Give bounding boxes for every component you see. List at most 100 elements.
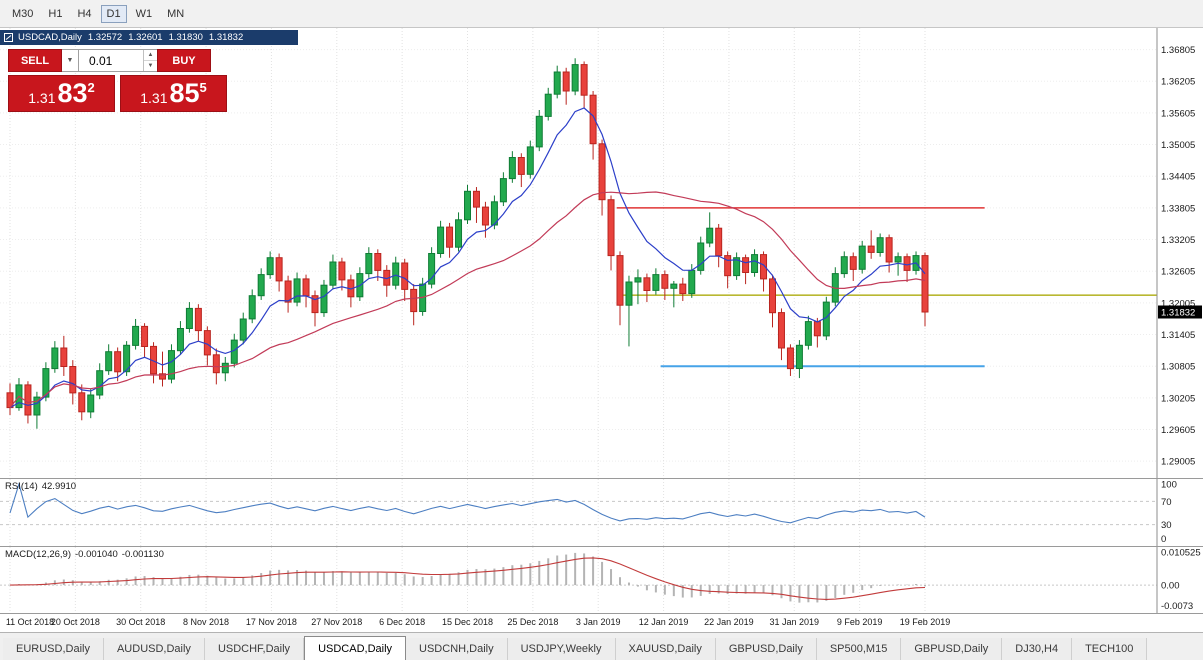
svg-text:1.36805: 1.36805	[1161, 45, 1195, 56]
main-price-panel: 1.36805 1.36205 1.35605 1.35005 1.34405 1.338…	[0, 28, 1203, 478]
chart-tab-6-xauusd-daily[interactable]: XAUUSD,Daily	[615, 638, 716, 660]
chart-tab-11-tech100[interactable]: TECH100	[1072, 638, 1148, 660]
grid-layer	[0, 28, 1157, 478]
volume-dropdown-button[interactable]: ▼	[62, 49, 79, 72]
date-label: 17 Nov 2018	[245, 617, 297, 627]
sell-price-button[interactable]: 1.31 83 2	[8, 75, 115, 112]
sell-price-sup: 2	[87, 80, 95, 95]
main-chart-canvas[interactable]: 1.36805 1.36205 1.35605 1.35005 1.34405 1.338…	[0, 28, 1203, 478]
volume-stepper[interactable]: ▲ ▼	[143, 50, 157, 71]
chart-tab-9-gbpusd-daily[interactable]: GBPUSD,Daily	[901, 638, 1003, 660]
chart-tab-3-usdcad-daily[interactable]: USDCAD,Daily	[304, 636, 407, 660]
chart-tab-10-dj30-h4[interactable]: DJ30,H4	[1002, 638, 1073, 660]
date-label: 3 Jan 2019	[575, 617, 621, 627]
sell-price-big: 83	[57, 78, 88, 109]
volume-field[interactable]: 0.01 ▲ ▼	[79, 49, 157, 72]
date-label: 6 Dec 2018	[379, 617, 426, 627]
macd-label: MACD(12,26,9) -0.001040 -0.001130	[5, 549, 164, 560]
rsi-indicator-panel: 100 70 30 0 RSI(14) 42.9910	[0, 478, 1203, 546]
date-axis[interactable]: 11 Oct 2018 20 Oct 2018 30 Oct 2018 8 Nov 2…	[0, 613, 1203, 632]
buy-button[interactable]: BUY	[157, 49, 211, 72]
date-label: 11 Oct 2018	[5, 617, 55, 627]
timeframe-button-h1[interactable]: H1	[48, 7, 63, 20]
chart-window: 1.36805 1.36205 1.35605 1.35005 1.34405 1.338…	[0, 28, 1203, 632]
rsi-label: RSI(14) 42.9910	[5, 481, 77, 492]
chart-title-close: 1.31832	[208, 32, 244, 43]
svg-text:1.36205: 1.36205	[1161, 77, 1195, 88]
buy-price-big: 85	[169, 78, 200, 109]
svg-text:1.31832: 1.31832	[1161, 307, 1195, 318]
svg-text:1.30805: 1.30805	[1161, 362, 1195, 373]
svg-text:1.30205: 1.30205	[1161, 393, 1195, 404]
one-click-trade-panel: SELL ▼ 0.01 ▲ ▼ BUY 1.31 83 2	[8, 49, 232, 112]
chart-icon	[4, 33, 13, 42]
timeframe-button-w1[interactable]: W1	[135, 7, 153, 20]
chart-tab-2-usdchf-daily[interactable]: USDCHF,Daily	[204, 638, 305, 660]
svg-text:30: 30	[1161, 520, 1172, 531]
timeframe-button-mn[interactable]: MN	[167, 7, 185, 20]
chevron-down-icon: ▼	[66, 57, 74, 64]
chart-title-high: 1.32601	[128, 32, 163, 43]
timeframe-button-d1[interactable]: D1	[100, 4, 127, 23]
chart-tab-1-audusd-daily[interactable]: AUDUSD,Daily	[103, 638, 205, 660]
svg-text:1.29605: 1.29605	[1161, 425, 1195, 436]
svg-text:0.010525: 0.010525	[1161, 548, 1201, 559]
date-label: 31 Jan 2019	[769, 617, 820, 627]
price-axis: 1.36805 1.36205 1.35605 1.35005 1.34405 1.338…	[1161, 45, 1195, 468]
date-label: 20 Oct 2018	[50, 617, 100, 627]
svg-text:100: 100	[1161, 480, 1177, 491]
candles-layer	[6, 58, 929, 429]
volume-up-icon[interactable]: ▲	[144, 50, 157, 61]
svg-text:1.31405: 1.31405	[1161, 330, 1195, 341]
volume-down-icon[interactable]: ▼	[147, 63, 154, 69]
svg-text:0: 0	[1161, 534, 1166, 545]
current-price-badge: 1.31832	[1158, 305, 1202, 319]
date-label: 27 Nov 2018	[311, 617, 363, 627]
rsi-canvas[interactable]: 100 70 30 0	[0, 479, 1203, 546]
horizontal-lines-layer[interactable]	[616, 207, 1157, 368]
sell-price-base: 1.31	[28, 89, 56, 106]
chart-title-low: 1.31830	[168, 32, 203, 43]
date-label: 9 Feb 2019	[836, 617, 883, 627]
chart-tab-8-sp500-m15[interactable]: SP500,M15	[816, 638, 902, 660]
rsi-line	[9, 482, 926, 524]
macd-signal-line	[9, 557, 926, 600]
buy-price-base: 1.31	[140, 89, 168, 106]
macd-canvas[interactable]: 0.010525 0.00 -0.0073	[0, 547, 1203, 613]
buy-price-button[interactable]: 1.31 85 5	[120, 75, 227, 112]
date-label: 8 Nov 2018	[183, 617, 230, 627]
chart-title-symbol: USDCAD,Daily	[18, 32, 82, 43]
chart-tab-0-eurusd-daily[interactable]: EURUSD,Daily	[3, 638, 104, 660]
svg-text:1.35605: 1.35605	[1161, 108, 1195, 119]
date-label: 19 Feb 2019	[899, 617, 951, 627]
svg-text:1.35005: 1.35005	[1161, 140, 1195, 151]
svg-text:-0.0073: -0.0073	[1161, 601, 1193, 612]
macd-indicator-panel: 0.010525 0.00 -0.0073 MACD(12,26,9) -0.0010…	[0, 546, 1203, 613]
date-label: 12 Jan 2019	[638, 617, 689, 627]
svg-text:1.34405: 1.34405	[1161, 172, 1195, 183]
buy-price-sup: 5	[199, 80, 207, 95]
chart-title-bar: USDCAD,Daily 1.32572 1.32601 1.31830 1.3…	[0, 30, 298, 45]
date-label: 30 Oct 2018	[116, 617, 166, 627]
volume-value[interactable]: 0.01	[89, 53, 113, 68]
timeframe-button-m30[interactable]: M30	[12, 7, 34, 20]
svg-text:1.32605: 1.32605	[1161, 267, 1195, 278]
svg-text:1.29005: 1.29005	[1161, 457, 1195, 468]
date-label: 25 Dec 2018	[507, 617, 559, 627]
date-label: 22 Jan 2019	[704, 617, 754, 627]
chart-title-open: 1.32572	[87, 32, 123, 43]
timeframe-button-h4[interactable]: H4	[77, 7, 92, 20]
chart-tab-7-gbpusd-daily[interactable]: GBPUSD,Daily	[715, 638, 817, 660]
chart-tab-5-usdjpy-weekly[interactable]: USDJPY,Weekly	[507, 638, 616, 660]
svg-text:1.33805: 1.33805	[1161, 203, 1195, 214]
chart-tab-bar: EURUSD,Daily AUDUSD,Daily USDCHF,Daily USDC…	[0, 632, 1203, 660]
svg-text:1.32005: 1.32005	[1161, 298, 1195, 309]
ma-slow-line	[9, 191, 926, 408]
svg-text:1.33205: 1.33205	[1161, 235, 1195, 246]
svg-text:70: 70	[1161, 497, 1172, 508]
sell-button[interactable]: SELL	[8, 49, 62, 72]
chart-tab-4-usdcnh-daily[interactable]: USDCNH,Daily	[406, 638, 508, 660]
macd-histogram	[17, 552, 926, 603]
date-label: 15 Dec 2018	[441, 617, 494, 627]
ma-fast-line	[9, 107, 926, 409]
